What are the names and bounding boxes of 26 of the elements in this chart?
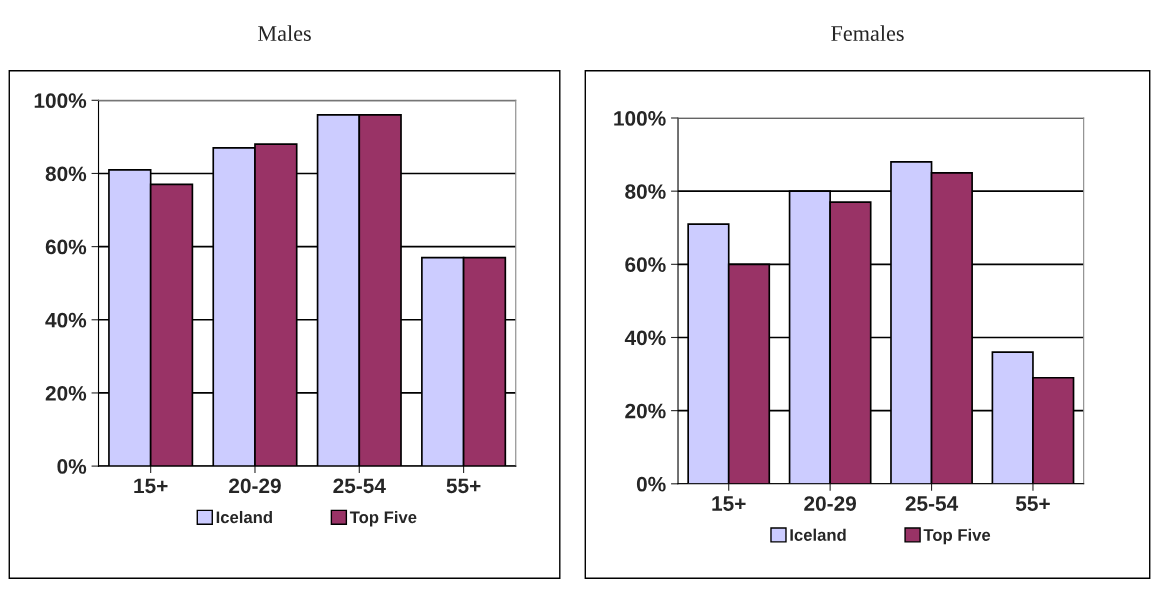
y-tick-label: 60% (45, 239, 87, 255)
legend-label: Top Five (923, 528, 991, 545)
y-tick-label: 100% (34, 93, 87, 109)
x-tick-label: 20-29 (229, 478, 281, 494)
x-tick-label: 55+ (446, 478, 481, 494)
y-tick-label: 0% (57, 459, 87, 474)
y-tick-label: 40% (624, 330, 666, 346)
x-tick-label: 20-29 (804, 496, 857, 511)
y-tick-label: 0% (636, 476, 666, 492)
x-tick-label: 55+ (1015, 496, 1050, 511)
x-tick-label: 15+ (712, 496, 746, 511)
y-tick-label: 80% (625, 184, 666, 199)
y-tick-label: 20% (45, 385, 87, 401)
chart-title: Males (258, 25, 311, 41)
x-tick-label: 15+ (134, 478, 168, 494)
y-tick-label: 20% (625, 403, 666, 419)
y-tick-label: 100% (614, 111, 666, 126)
y-tick-label: 40% (45, 312, 87, 328)
legend-label: Iceland (790, 528, 846, 541)
legend-label: Iceland (216, 510, 272, 524)
x-tick-label: 25-54 (333, 478, 386, 494)
y-tick-label: 60% (625, 257, 666, 273)
x-tick-label: 25-54 (905, 496, 959, 511)
y-tick-label: 80% (45, 166, 87, 182)
legend-label: Top Five (349, 510, 417, 527)
chart-title: Females (831, 25, 904, 41)
